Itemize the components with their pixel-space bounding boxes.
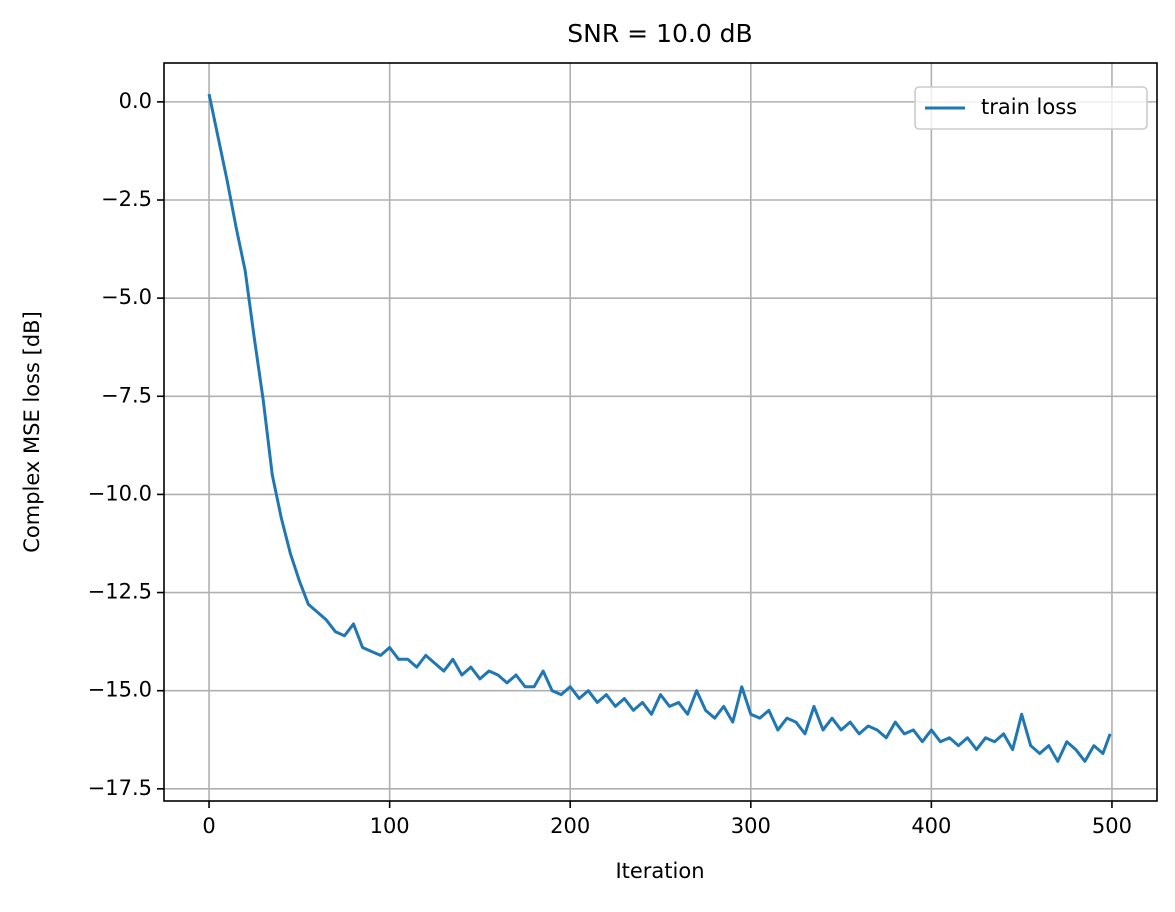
y-tick-label: −10.0 — [88, 481, 152, 505]
y-tick-label: −12.5 — [88, 580, 152, 604]
x-tick-label: 100 — [370, 814, 410, 838]
y-tick-label: −17.5 — [88, 776, 152, 800]
data-line — [207, 93, 1112, 763]
x-axis-label: Iteration — [615, 859, 704, 883]
x-tick-label: 0 — [202, 814, 215, 838]
legend-label: train loss — [981, 95, 1077, 119]
y-axis-label: Complex MSE loss [dB] — [20, 311, 44, 553]
y-tick-label: −2.5 — [101, 187, 152, 211]
legend-box — [914, 86, 1148, 130]
y-tick-label: −15.0 — [88, 678, 152, 702]
chart-title: SNR = 10.0 dB — [567, 19, 752, 48]
x-tick-label: 300 — [731, 814, 771, 838]
y-tick-label: −7.5 — [101, 383, 152, 407]
x-tick-label: 500 — [1092, 814, 1132, 838]
y-tick-label: 0.0 — [119, 89, 152, 113]
x-tick-label: 400 — [911, 814, 951, 838]
x-tick-label: 200 — [550, 814, 590, 838]
plot-frame — [163, 62, 1158, 802]
y-tick-label: −5.0 — [101, 285, 152, 309]
